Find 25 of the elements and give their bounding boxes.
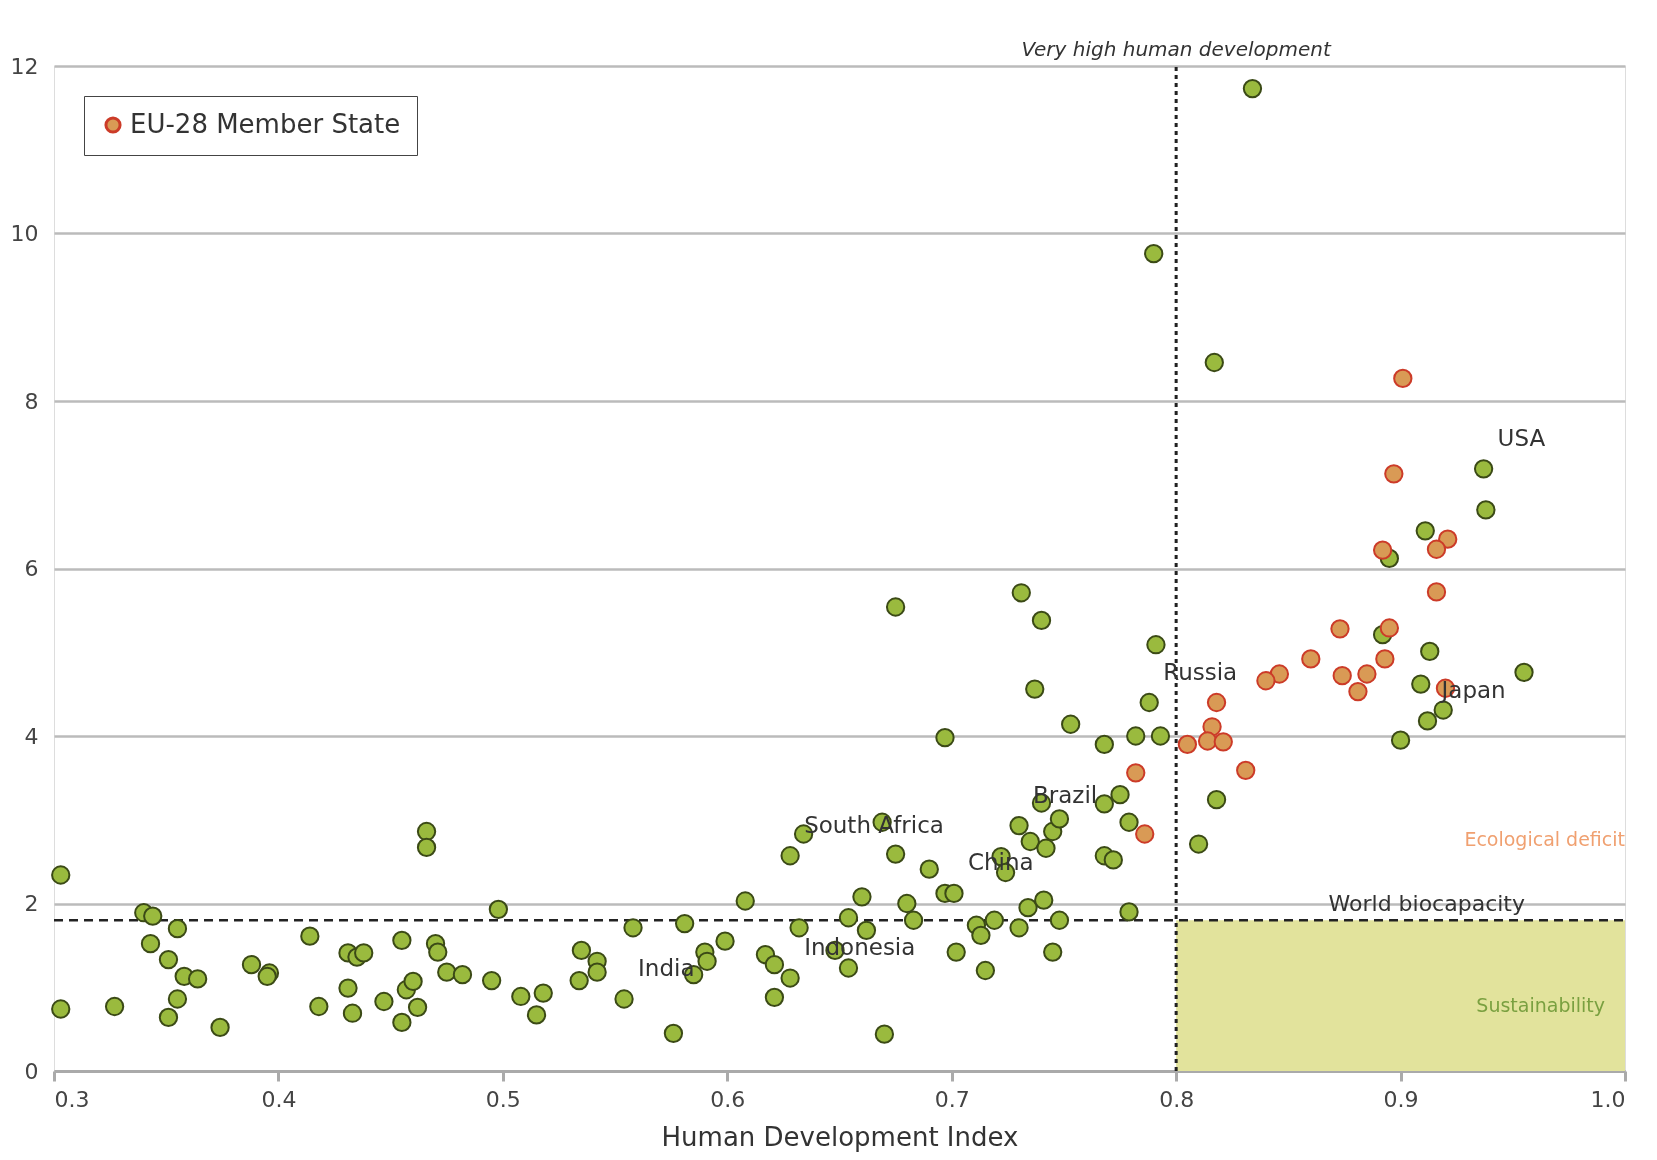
x-tick-label: 0.4 bbox=[261, 1086, 297, 1112]
x-axis-title: Human Development Index bbox=[661, 1121, 1019, 1152]
x-tick-label: 0.8 bbox=[1159, 1086, 1195, 1112]
x-tick-label: 0.7 bbox=[934, 1086, 970, 1112]
x-tick-label: 0.3 bbox=[54, 1086, 90, 1112]
annotation: Ecological deficit bbox=[1464, 828, 1625, 851]
band-label: Sustainability bbox=[1476, 993, 1605, 1016]
legend-label: EU-28 Member State bbox=[130, 109, 401, 139]
y-tick-label: 10 bbox=[10, 221, 39, 246]
ref-line-label: Very high human development bbox=[1021, 37, 1332, 61]
y-tick-label: 4 bbox=[24, 723, 39, 749]
annotation: USA bbox=[1497, 424, 1546, 451]
annotation: Russia bbox=[1163, 658, 1238, 685]
ref-line-label: World biocapacity bbox=[1328, 891, 1525, 917]
x-tick-label: 0.5 bbox=[485, 1086, 521, 1112]
x-tick-label: 0.6 bbox=[710, 1086, 746, 1112]
annotation: Brazil bbox=[1033, 781, 1098, 808]
y-tick-label: 8 bbox=[24, 388, 39, 414]
annotation: India bbox=[638, 954, 695, 981]
y-tick-label: 12 bbox=[10, 53, 39, 79]
y-tick-label: 2 bbox=[24, 891, 39, 916]
x-tick-label: 0.9 bbox=[1383, 1086, 1419, 1112]
y-tick-label: 0 bbox=[24, 1058, 39, 1084]
x-tick-label: 1.0 bbox=[1590, 1086, 1626, 1112]
y-tick-label: 6 bbox=[24, 556, 39, 581]
